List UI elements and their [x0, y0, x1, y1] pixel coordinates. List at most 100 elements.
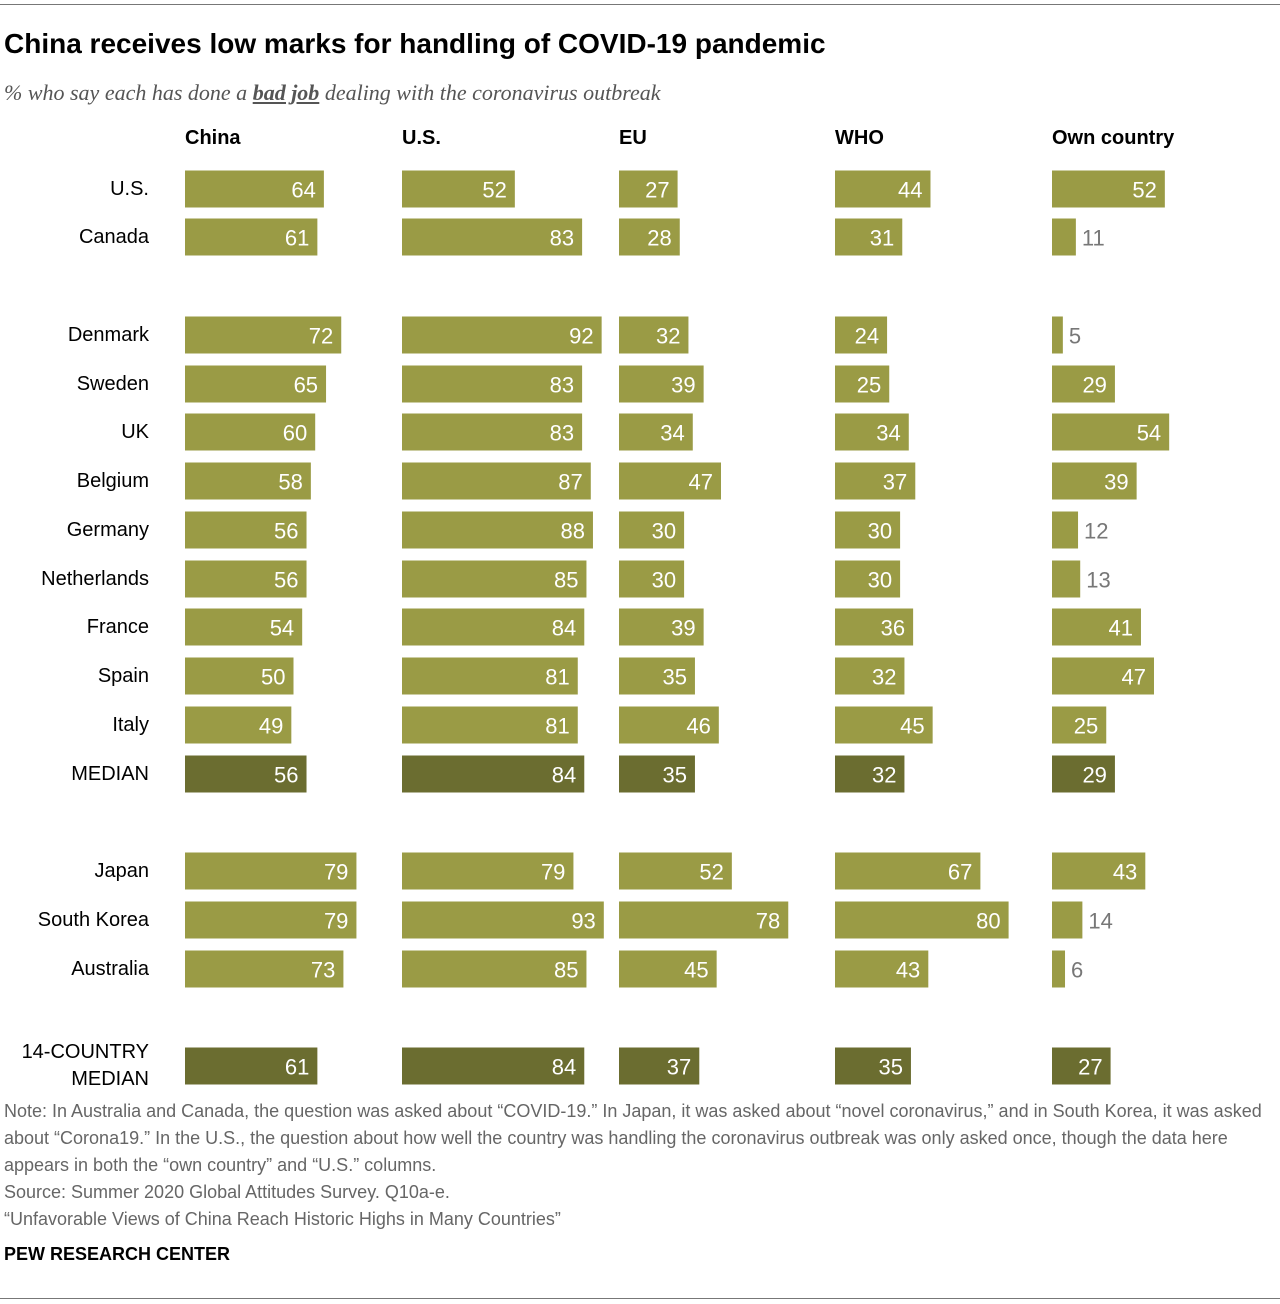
- bar: [185, 462, 311, 500]
- bar: [619, 657, 695, 695]
- value-label: 79: [324, 860, 348, 885]
- bar: [619, 1047, 700, 1085]
- value-label: 85: [554, 958, 578, 983]
- bar: [835, 657, 905, 695]
- bar: [1052, 413, 1170, 451]
- value-label: 36: [881, 616, 905, 641]
- value-label: 30: [868, 519, 892, 544]
- value-label: 61: [285, 1055, 309, 1080]
- credit: PEW RESEARCH CENTER: [4, 1244, 231, 1264]
- bar: [402, 852, 574, 890]
- bar: [835, 316, 888, 354]
- value-label: 34: [876, 421, 900, 446]
- value-label: 88: [560, 519, 584, 544]
- bar: [619, 901, 789, 939]
- bar: [185, 218, 318, 256]
- value-label: 52: [1132, 178, 1156, 203]
- value-label: 46: [686, 714, 710, 739]
- value-label: 84: [552, 1055, 576, 1080]
- bar: [835, 560, 901, 598]
- value-label: 47: [1122, 665, 1146, 690]
- bar: [619, 316, 689, 354]
- value-label: 79: [541, 860, 565, 885]
- bar: [835, 1047, 911, 1085]
- value-label: 54: [270, 616, 294, 641]
- source: Source: Summer 2020 Global Attitudes Sur…: [4, 1182, 450, 1202]
- bar: [1052, 755, 1115, 793]
- bar: [402, 755, 585, 793]
- value-label: 44: [898, 178, 922, 203]
- value-label: 6: [1071, 958, 1083, 983]
- bar: [619, 218, 680, 256]
- value-label: 27: [1078, 1055, 1102, 1080]
- row-label: Belgium: [76, 469, 149, 492]
- column-header: U.S.: [402, 127, 441, 149]
- value-label: 41: [1108, 616, 1132, 641]
- value-label: 85: [554, 568, 578, 593]
- value-label: 50: [261, 665, 285, 690]
- bar: [402, 950, 587, 988]
- bar: [619, 950, 717, 988]
- value-label: 32: [656, 324, 680, 349]
- bar: [835, 170, 931, 208]
- value-label: 13: [1086, 568, 1110, 593]
- value-label: 92: [569, 324, 593, 349]
- row-label: Sweden: [76, 372, 149, 395]
- value-label: 58: [278, 470, 302, 495]
- bar: [1052, 950, 1066, 988]
- value-label: 72: [309, 324, 333, 349]
- bar: [185, 365, 327, 403]
- bar: [835, 755, 905, 793]
- bar: [835, 901, 1009, 939]
- subtitle-emphasis: bad job: [252, 80, 320, 105]
- value-label: 5: [1069, 324, 1081, 349]
- bar: [185, 852, 357, 890]
- bar: [185, 755, 307, 793]
- column-header: Own country: [1052, 127, 1175, 149]
- row-label: Italy: [112, 713, 149, 736]
- value-label: 87: [558, 470, 582, 495]
- value-label: 54: [1137, 421, 1161, 446]
- bar: [619, 413, 693, 451]
- bar: [402, 657, 578, 695]
- bar: [619, 706, 719, 744]
- value-label: 93: [571, 909, 595, 934]
- bar: [402, 170, 515, 208]
- value-label: 43: [896, 958, 920, 983]
- chart: China64617265605856565450495679797361U.S…: [185, 127, 1175, 1085]
- row-label: Japan: [94, 859, 150, 882]
- value-label: 12: [1084, 519, 1108, 544]
- value-label: 35: [662, 665, 686, 690]
- row-label: France: [86, 615, 149, 638]
- row-label: Canada: [78, 225, 149, 248]
- bar: [1052, 316, 1063, 354]
- bar: [402, 413, 583, 451]
- bar: [185, 511, 307, 549]
- bar: [402, 365, 583, 403]
- value-label: 45: [684, 958, 708, 983]
- note: Note: In Australia and Canada, the quest…: [4, 1101, 1262, 1175]
- value-label: 45: [900, 714, 924, 739]
- value-label: 34: [660, 421, 684, 446]
- value-label: 37: [667, 1055, 691, 1080]
- bottom-rule: [0, 1298, 1280, 1299]
- value-label: 79: [324, 909, 348, 934]
- bar: [185, 170, 324, 208]
- value-label: 24: [855, 324, 879, 349]
- value-label: 56: [274, 568, 298, 593]
- bar: [1052, 462, 1137, 500]
- bar: [402, 511, 593, 549]
- bar: [402, 316, 602, 354]
- row-label: Spain: [97, 664, 149, 687]
- top-rule: [0, 4, 1280, 5]
- bar: [185, 316, 342, 354]
- subtitle-text: % who say each has done a: [4, 80, 253, 105]
- value-label: 14: [1088, 909, 1112, 934]
- bar: [835, 706, 933, 744]
- bar: [1052, 560, 1081, 598]
- value-label: 83: [550, 373, 574, 398]
- value-label: 39: [1104, 470, 1128, 495]
- bar: [619, 511, 685, 549]
- value-label: 64: [291, 178, 315, 203]
- value-label: 35: [662, 763, 686, 788]
